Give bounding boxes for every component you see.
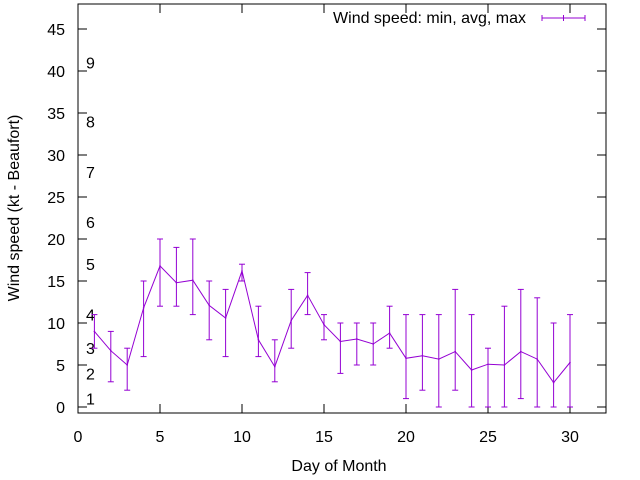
avg-point — [520, 350, 522, 353]
x-tick-label: 30 — [561, 429, 579, 446]
avg-point — [208, 304, 210, 307]
y-tick-label: 15 — [47, 274, 65, 291]
y-tick-label: 0 — [56, 400, 65, 417]
avg-point — [257, 339, 260, 341]
x-axis-title: Day of Month — [291, 458, 386, 475]
avg-point — [454, 350, 457, 353]
beaufort-label: 9 — [86, 56, 95, 73]
avg-point — [536, 358, 538, 360]
x-axis: 0 5 10 15 20 25 30 — [74, 4, 579, 446]
y-tick-label: 35 — [47, 106, 65, 123]
y-tick-label: 10 — [47, 316, 65, 333]
x-tick-label: 10 — [233, 429, 251, 446]
avg-point — [487, 363, 489, 365]
beaufort-label: 1 — [86, 392, 95, 409]
beaufort-label: 4 — [86, 308, 95, 325]
avg-point — [274, 365, 276, 368]
avg-point — [339, 340, 342, 343]
avg-point — [372, 343, 375, 345]
y-tick-label: 40 — [47, 64, 65, 81]
avg-point — [421, 354, 424, 357]
x-tick-label: 20 — [397, 429, 415, 446]
y-axis-title: Wind speed (kt - Beaufort) — [6, 115, 23, 302]
avg-point — [503, 364, 506, 366]
x-tick-label: 25 — [479, 429, 497, 446]
avg-line — [94, 264, 571, 384]
avg-point — [569, 361, 571, 364]
y-tick-label: 5 — [56, 358, 65, 375]
beaufort-scale: 1 2 3 4 5 6 7 8 9 — [86, 56, 95, 409]
avg-point — [356, 338, 358, 340]
avg-point — [110, 349, 112, 352]
avg-point — [470, 369, 473, 371]
avg-point — [142, 307, 145, 309]
y-tick-label: 25 — [47, 190, 65, 207]
avg-point — [93, 330, 96, 333]
legend: Wind speed: min, avg, max — [333, 10, 586, 27]
y-tick-label: 30 — [47, 148, 65, 165]
avg-point — [290, 319, 293, 322]
legend-label: Wind speed: min, avg, max — [333, 10, 526, 27]
avg-point — [241, 270, 243, 272]
x-tick-label: 15 — [315, 429, 333, 446]
avg-point — [175, 281, 178, 284]
y-tick-label: 20 — [47, 232, 65, 249]
avg-point — [552, 381, 555, 384]
avg-point — [405, 357, 407, 360]
beaufort-label: 2 — [86, 366, 95, 383]
x-tick-label: 5 — [156, 429, 165, 446]
avg-point — [159, 265, 161, 267]
series-wind-speed — [91, 238, 573, 408]
avg-point — [192, 279, 194, 281]
beaufort-label: 3 — [86, 341, 95, 358]
avg-point — [388, 332, 391, 334]
avg-point — [306, 294, 309, 297]
x-tick-label: 0 — [74, 429, 83, 446]
beaufort-label: 5 — [86, 257, 95, 274]
beaufort-label: 7 — [86, 165, 95, 182]
legend-sample — [541, 15, 586, 21]
avg-point — [323, 323, 325, 326]
plot-border — [77, 3, 607, 414]
avg-point — [126, 364, 128, 366]
avg-point — [224, 317, 227, 319]
avg-point — [438, 358, 440, 360]
y-tick-label: 45 — [47, 22, 65, 39]
beaufort-label: 8 — [86, 114, 95, 131]
beaufort-label: 6 — [86, 215, 95, 232]
